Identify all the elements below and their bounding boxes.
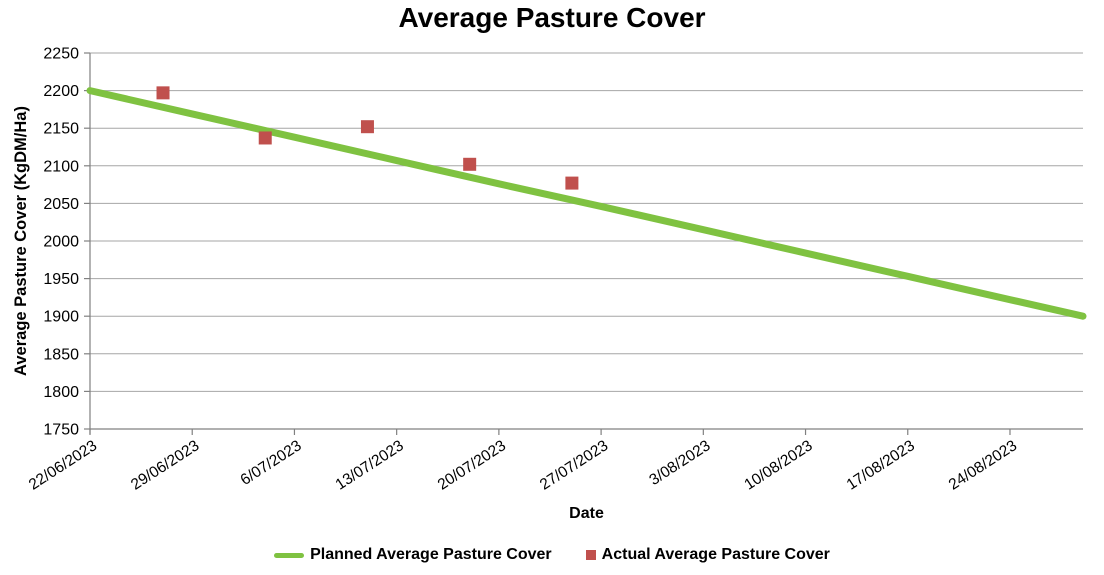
planned-line-swatch-icon bbox=[274, 552, 305, 558]
x-tick-label: 27/07/2023 bbox=[537, 437, 611, 494]
data-series bbox=[86, 86, 1087, 320]
actual-point bbox=[565, 176, 579, 190]
x-tick-label: 24/08/2023 bbox=[946, 437, 1020, 494]
chart-title: Average Pasture Cover bbox=[398, 2, 706, 33]
y-tick-label: 1900 bbox=[43, 309, 79, 326]
y-tick-label: 2000 bbox=[43, 234, 79, 251]
x-tick-label: 29/06/2023 bbox=[128, 437, 202, 494]
y-tick-label: 2200 bbox=[43, 83, 79, 100]
legend-item-actual: Actual Average Pasture Cover bbox=[585, 546, 830, 564]
legend: Planned Average Pasture Cover Actual Ave… bbox=[0, 546, 1104, 564]
legend-item-planned: Planned Average Pasture Cover bbox=[274, 546, 552, 564]
x-tick-label: 17/08/2023 bbox=[844, 437, 918, 494]
actual-marker-swatch-icon bbox=[585, 550, 596, 560]
x-tick-label: 6/07/2023 bbox=[238, 437, 305, 489]
y-tick-label: 1750 bbox=[43, 422, 79, 439]
x-tick-label: 13/07/2023 bbox=[333, 437, 407, 494]
y-tick-label: 1850 bbox=[43, 346, 79, 363]
actual-point bbox=[156, 86, 170, 100]
x-tick-label: 3/08/2023 bbox=[646, 437, 713, 489]
legend-label-actual: Actual Average Pasture Cover bbox=[601, 546, 830, 563]
y-tick-label: 1950 bbox=[43, 271, 79, 288]
axes bbox=[84, 52, 1083, 435]
legend-label-planned: Planned Average Pasture Cover bbox=[310, 546, 552, 563]
x-tick-label: 20/07/2023 bbox=[435, 437, 509, 494]
actual-point bbox=[360, 120, 374, 134]
x-tick-label: 22/06/2023 bbox=[26, 437, 100, 494]
x-axis-title: Date bbox=[569, 505, 604, 522]
y-tick-label: 1800 bbox=[43, 384, 79, 401]
actual-point bbox=[258, 131, 272, 145]
y-tick-label: 2250 bbox=[43, 46, 79, 63]
planned-line bbox=[86, 87, 1087, 320]
gridlines bbox=[90, 52, 1083, 392]
y-tick-label: 2100 bbox=[43, 158, 79, 175]
y-tick-label: 2150 bbox=[43, 121, 79, 138]
x-tick-label: 10/08/2023 bbox=[741, 437, 815, 494]
actual-point bbox=[463, 157, 477, 171]
y-tick-label: 2050 bbox=[43, 196, 79, 213]
y-axis-title: Average Pasture Cover (KgDM/Ha) bbox=[12, 106, 30, 376]
